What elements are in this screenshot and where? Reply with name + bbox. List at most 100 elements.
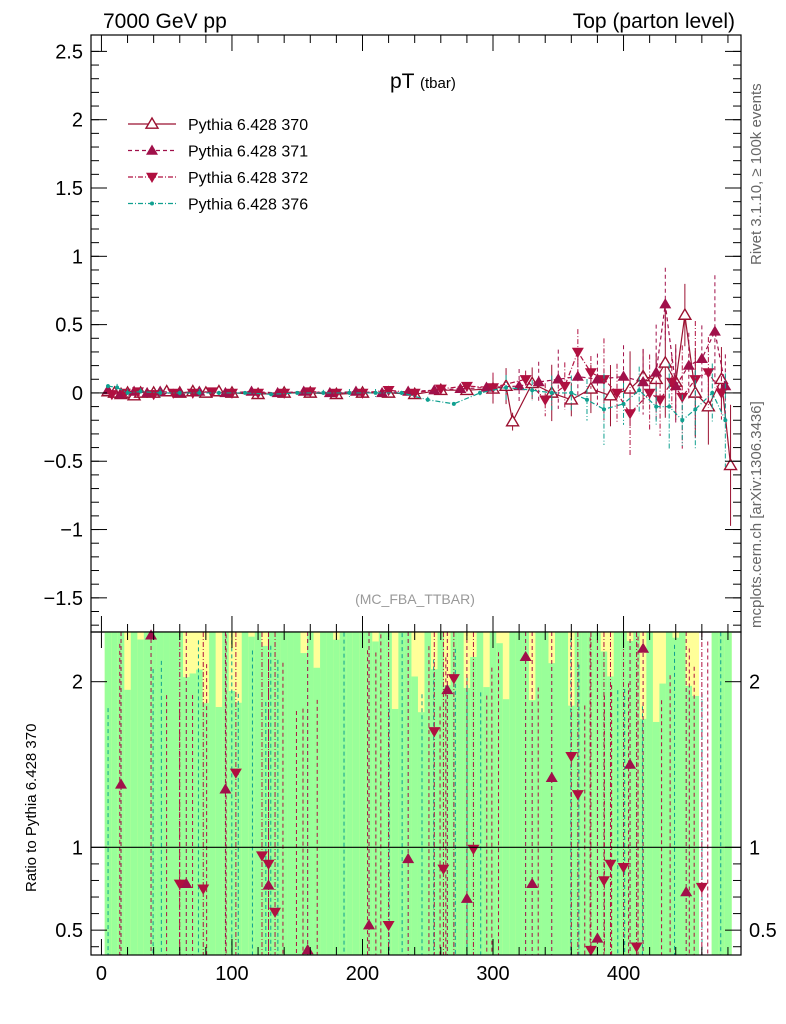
marker-down-triangle xyxy=(434,384,447,395)
marker-up-triangle xyxy=(571,370,584,381)
marker-up-triangle xyxy=(591,932,604,943)
ratio-band-inner xyxy=(417,712,425,955)
ratio-band-inner xyxy=(476,632,484,955)
marker-dot xyxy=(177,390,182,395)
marker-up-triangle xyxy=(532,375,545,387)
marker-down-triangle xyxy=(689,375,702,386)
series-line xyxy=(107,304,726,395)
header-right: Top (parton level) xyxy=(573,10,735,33)
legend-label: Pythia 6.428 372 xyxy=(188,170,308,187)
ratio-band-inner xyxy=(535,632,543,955)
marker-down-triangle xyxy=(447,674,460,685)
ratio-band-inner xyxy=(169,632,177,955)
x-tick-label: 0 xyxy=(96,963,107,985)
marker-down-triangle xyxy=(408,388,421,399)
ratio-band-inner xyxy=(613,632,621,955)
ratio-band-inner xyxy=(652,721,660,955)
marker-dot xyxy=(321,390,326,395)
marker-dot xyxy=(621,401,626,406)
marker-down-triangle xyxy=(186,388,199,399)
marker-down-triangle xyxy=(197,884,210,895)
marker-dot xyxy=(504,385,509,390)
y-tick-label: 2 xyxy=(72,110,83,132)
ratio-band-inner xyxy=(483,687,491,955)
marker-down-triangle xyxy=(519,375,532,386)
marker-up-triangle xyxy=(637,375,650,387)
ratio-band-inner xyxy=(280,632,288,955)
marker-down-triangle xyxy=(437,864,450,875)
marker-dot xyxy=(451,401,456,406)
marker-up-triangle xyxy=(146,144,158,155)
marker-down-triangle xyxy=(558,381,571,393)
marker-down-triangle xyxy=(604,859,617,870)
series-1 xyxy=(101,267,732,424)
legend-label: Pythia 6.428 370 xyxy=(188,117,308,134)
marker-up-triangle xyxy=(441,683,454,695)
ratio-band-inner xyxy=(489,632,497,955)
ratio-ylabel: Ratio to Pythia 6.428 370 xyxy=(23,724,40,892)
marker-dot xyxy=(693,407,698,412)
marker-down-triangle xyxy=(428,727,441,738)
y-tick-label: 0.5 xyxy=(55,315,83,337)
ratio-band-inner xyxy=(215,707,223,955)
ratio-band-inner xyxy=(646,632,654,955)
marker-up-triangle xyxy=(617,370,630,381)
ratio-band-inner xyxy=(626,640,634,955)
marker-up-triangle xyxy=(591,373,604,384)
ratio-frame xyxy=(90,631,742,956)
ratio-band-inner xyxy=(196,669,204,955)
marker-dot xyxy=(569,390,574,395)
marker-down-triangle xyxy=(665,377,678,388)
marker-down-triangle xyxy=(206,387,219,398)
marker-dot xyxy=(373,390,378,395)
marker-down-triangle xyxy=(597,876,610,887)
marker-down-triangle xyxy=(630,942,643,953)
marker-up-triangle xyxy=(624,758,637,769)
marker-down-triangle xyxy=(382,920,395,932)
marker-down-triangle xyxy=(269,907,282,918)
marker-up-triangle xyxy=(695,352,708,363)
legend-label: Pythia 6.428 371 xyxy=(188,144,308,161)
ratio-band-inner xyxy=(346,632,354,955)
marker-dot xyxy=(425,397,430,402)
ratio-band-inner xyxy=(111,632,119,955)
marker-up-triangle xyxy=(680,886,693,897)
ratio-band-inner xyxy=(541,632,549,955)
ratio-band-inner xyxy=(555,632,563,955)
ratio-band-inner xyxy=(528,700,536,955)
ratio-y-tick-label: 0.5 xyxy=(55,920,83,942)
ratio-band-inner xyxy=(293,632,301,955)
ratio-band-inner xyxy=(137,639,145,955)
ratio-band-inner xyxy=(287,632,295,955)
y-tick-label: −1.5 xyxy=(44,588,83,610)
marker-up-triangle xyxy=(376,386,389,398)
marker-up-triangle xyxy=(637,642,650,653)
marker-dot xyxy=(216,390,221,395)
marker-dot xyxy=(197,390,202,395)
marker-down-triangle xyxy=(702,368,715,379)
marker-down-triangle xyxy=(262,859,275,870)
ratio-y-tick-label: 1 xyxy=(72,837,83,859)
ratio-band-inner xyxy=(718,632,726,955)
ratio-panel: 0.5 0.5 1 1 2 2 0 100 200 300 400 xyxy=(55,629,777,985)
marker-dot xyxy=(115,385,120,390)
ratio-band-inner xyxy=(124,689,132,955)
ratio-band-inner xyxy=(352,632,360,955)
ratio-band-inner xyxy=(411,676,419,955)
marker-up-triangle xyxy=(480,381,493,392)
marker-dot xyxy=(723,418,728,423)
marker-up-triangle xyxy=(115,778,128,789)
marker-dot xyxy=(399,390,404,395)
marker-down-triangle xyxy=(571,347,584,358)
ratio-band-inner xyxy=(202,703,210,955)
y-tick-label: 0 xyxy=(72,383,83,405)
marker-down-triangle xyxy=(229,768,242,779)
marker-down-triangle xyxy=(225,388,238,399)
ratio-band-inner xyxy=(568,705,576,955)
marker-dot xyxy=(680,418,685,423)
ratio-band-inner xyxy=(143,632,151,955)
ratio-band-inner xyxy=(561,632,569,955)
ratio-y-tick-label: 2 xyxy=(72,672,83,694)
marker-dot xyxy=(654,404,659,409)
marker-open-triangle xyxy=(723,457,738,471)
